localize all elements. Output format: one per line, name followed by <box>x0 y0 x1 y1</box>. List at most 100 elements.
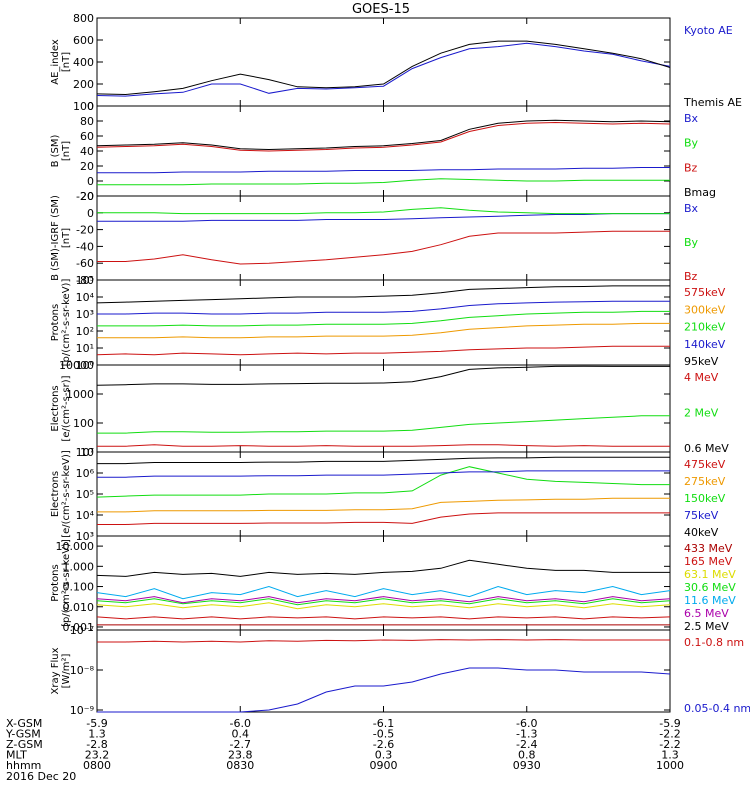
y-tick-label: 10⁵ <box>76 274 94 287</box>
series-line-275kev <box>97 497 670 513</box>
y-tick-label: 800 <box>73 12 94 25</box>
legend-label: 210keV <box>684 321 726 334</box>
y-tick-label: 10⁴ <box>76 291 95 304</box>
series-line-themis-ae <box>96 40 671 96</box>
series-line-by <box>97 207 670 215</box>
series-line-11-6-mev <box>96 585 671 600</box>
series-line-40kev <box>97 456 670 465</box>
legend-label: Kyoto AE <box>684 24 733 37</box>
footer-value: -2.4 <box>516 738 537 751</box>
y-tick-label: 10⁻⁷ <box>70 624 94 637</box>
legend-label: 40keV <box>684 526 719 539</box>
legend-label: 95keV <box>684 355 719 368</box>
footer-value: 1000 <box>656 759 684 772</box>
footer-value: -2.2 <box>659 728 680 741</box>
series-line-210kev <box>97 310 670 327</box>
legend-label: 6.5 MeV <box>684 607 729 620</box>
y-axis-label: AE_index[nT] <box>50 39 72 85</box>
footer-value: 0.8 <box>518 749 536 762</box>
series-line-kyoto-ae <box>96 42 671 97</box>
footer-value: 23.8 <box>228 749 253 762</box>
legend-label: 140keV <box>684 338 726 351</box>
y-axis-label: Protons[p/(cm²-s-sr-keV)] <box>50 539 72 627</box>
footer-value: 0830 <box>226 759 254 772</box>
legend-label: 0.6 MeV <box>684 442 729 455</box>
legend-label: By <box>684 236 699 249</box>
y-tick-label: 0.010 <box>63 601 95 614</box>
y-tick-label: 100 <box>73 417 94 430</box>
y-tick-label: 0 <box>87 207 94 220</box>
panel-frame <box>96 17 671 107</box>
footer-value: -0.5 <box>373 728 394 741</box>
legend-label: Bx <box>684 202 699 215</box>
series-line-0-05-0-4-nm <box>97 667 671 713</box>
y-axis-label-line: Xray Flux <box>50 647 61 694</box>
y-axis-label-line: [nT] <box>61 228 72 248</box>
series-line-2-5-mev <box>96 559 670 577</box>
footer-value: -6.0 <box>516 717 537 730</box>
legend-label: Bz <box>684 270 698 283</box>
footer-value: -2.6 <box>373 738 394 751</box>
panel-protons_mev: 0.0010.0100.1001.00010.000Protons[p/(cm²… <box>50 535 736 634</box>
footer-row-label: Y-GSM <box>5 728 41 741</box>
footer: X-GSMY-GSMZ-GSMMLThhmm-5.91.3-2.823.2080… <box>5 717 684 783</box>
footer-value: -5.9 <box>659 717 680 730</box>
legend-label: 300keV <box>684 303 726 316</box>
legend-label: Bz <box>684 161 698 174</box>
footer-value: -2.8 <box>86 738 107 751</box>
footer-value: 0.4 <box>232 728 250 741</box>
y-tick-label: 10⁻⁹ <box>70 704 94 717</box>
series-line-150kev <box>96 466 670 498</box>
series-line-6-5-mev <box>96 596 671 604</box>
y-tick-label: -80 <box>76 274 94 287</box>
series-line-by <box>97 178 670 186</box>
y-tick-label: 10⁶ <box>76 467 95 480</box>
y-tick-label: 10² <box>76 325 94 338</box>
footer-value: -6.1 <box>373 717 394 730</box>
y-tick-label: 0.001 <box>63 621 95 634</box>
y-tick-label: -60 <box>76 257 94 270</box>
panel-b: -20 0 20 40 60 80 100 B (SM)[nT] Bx By Bz Bmag <box>50 100 716 203</box>
y-axis-label-line: AE_index <box>50 39 61 85</box>
y-tick-label: 20 <box>80 160 94 173</box>
y-axis-label-line: Electrons <box>50 385 61 431</box>
legend-label: 75keV <box>684 509 719 522</box>
y-tick-label: -20 <box>76 190 94 203</box>
footer-value: 1.3 <box>88 728 106 741</box>
y-tick-label: 600 <box>73 34 94 47</box>
y-tick-label: 10⁴ <box>76 509 95 522</box>
series-line-575kev <box>96 345 670 356</box>
legend-label: 63.1 MeV <box>684 568 736 581</box>
y-axis-label-line: [e/(cm²-s-sr)] <box>61 375 72 441</box>
y-axis-label-line: B (SM) <box>50 134 61 167</box>
legend-label: 30.6 MeV <box>684 581 736 594</box>
y-axis-label-line: Protons <box>50 304 61 341</box>
footer-value: 0800 <box>83 759 111 772</box>
y-tick-label: 10⁰ <box>76 359 95 372</box>
series-line-0-1-0-8-nm <box>97 639 670 643</box>
legend-label: Bmag <box>684 186 716 199</box>
series-line-475kev <box>97 512 670 525</box>
y-tick-label: 80 <box>80 115 94 128</box>
y-tick-label: 10⁻⁸ <box>70 664 95 677</box>
y-tick-label: 100 <box>73 100 94 113</box>
y-tick-label: 200 <box>73 78 94 91</box>
y-tick-label: 10³ <box>76 308 94 321</box>
series-line-4-mev <box>97 444 670 447</box>
footer-value: 1.3 <box>661 749 679 762</box>
y-tick-label: -20 <box>76 224 94 237</box>
y-axis-label-line: [p/(cm²-s-sr-keV)] <box>61 539 72 627</box>
panel-frame <box>96 535 671 631</box>
y-tick-label: 10.000 <box>56 540 95 553</box>
series-line-2-mev <box>97 415 670 434</box>
series-line-bz <box>97 230 670 265</box>
footer-row-label: Z-GSM <box>6 738 43 751</box>
legend-label: 150keV <box>684 492 726 505</box>
legend-label: 575keV <box>684 286 726 299</box>
footer-value: 0.3 <box>375 749 393 762</box>
y-axis-label-line: [p/(cm²-s-sr-keV)] <box>61 279 72 367</box>
footer-value: -1.3 <box>516 728 537 741</box>
y-axis-label: B (SM)[nT] <box>50 134 72 167</box>
y-axis-label: Electrons[e/(cm²-s-sr-keV)] <box>50 450 72 538</box>
y-tick-label: 10⁷ <box>76 446 94 459</box>
